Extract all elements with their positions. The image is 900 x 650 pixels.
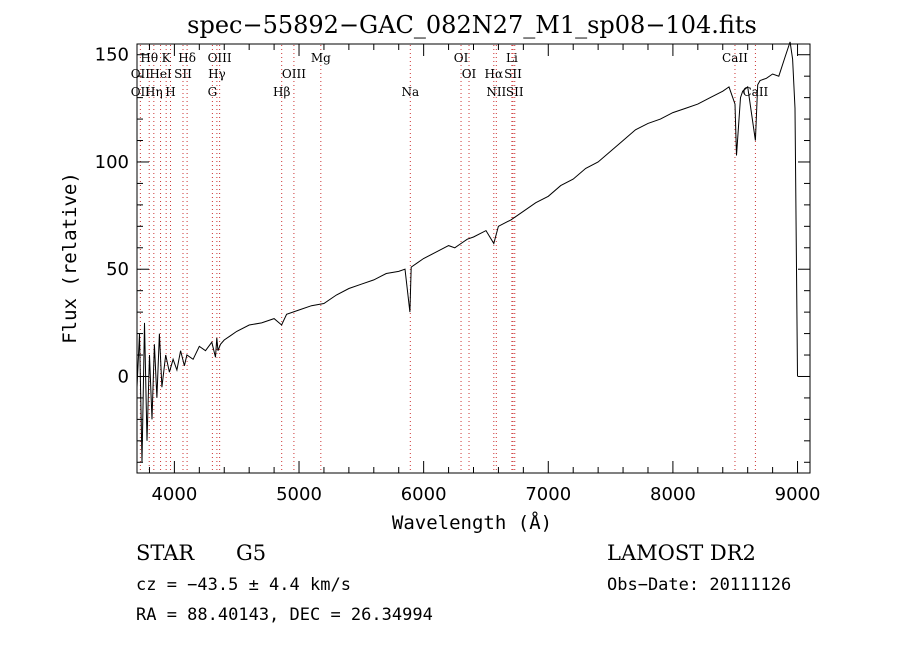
spectral-line-label: CaII xyxy=(722,51,748,65)
survey-name: LAMOST DR2 xyxy=(607,541,756,565)
object-subclass: G5 xyxy=(236,541,266,565)
spectrum-line xyxy=(136,41,798,463)
y-axis-label: Flux (relative) xyxy=(59,172,81,344)
y-axis-ticks: 0 50 100 150 xyxy=(95,45,810,463)
y-tick-label: 150 xyxy=(95,45,129,66)
spectral-line-label: Li xyxy=(506,51,518,65)
spectral-line-label: OII xyxy=(131,85,151,99)
spectral-line-label: Hθ xyxy=(140,51,158,65)
spectral-line-label: K xyxy=(162,51,172,65)
plot-frame xyxy=(136,43,811,474)
spectral-line-label: OI xyxy=(462,67,477,81)
spectral-line-label: HeI xyxy=(149,67,172,81)
spectral-line-label: G xyxy=(208,85,218,99)
spectral-line-label: OIII xyxy=(208,51,232,65)
spectral-line-label: OII xyxy=(131,67,151,81)
spectral-line-label: Hγ xyxy=(208,67,226,81)
chart-title: spec−55892−GAC_082N27_M1_sp08−104.fits xyxy=(187,11,757,39)
coordinates: RA = 88.40143, DEC = 26.34994 xyxy=(136,605,433,625)
x-tick-label: 5000 xyxy=(276,484,322,505)
spectral-line-label: Na xyxy=(401,85,419,99)
x-tick-label: 6000 xyxy=(401,484,447,505)
spectral-line-label: CaII xyxy=(742,85,768,99)
y-tick-label: 50 xyxy=(106,259,129,280)
spectral-line-label: SII xyxy=(506,85,524,99)
spectral-line-label: OIII xyxy=(282,67,306,81)
x-tick-label: 9000 xyxy=(775,484,821,505)
x-axis-ticks: 4000 5000 6000 7000 8000 9000 xyxy=(148,44,821,505)
redshift-text: cz = −43.5 ± 4.4 km/s xyxy=(136,575,351,595)
spectral-line-markers xyxy=(139,45,756,472)
y-tick-label: 100 xyxy=(95,152,129,173)
spectral-line-label: H xyxy=(165,85,175,99)
spectral-line-label: NII xyxy=(486,85,506,99)
spectral-line-label: Mg xyxy=(311,51,331,65)
obs-date: Obs−Date: 20111126 xyxy=(607,575,791,595)
x-tick-label: 4000 xyxy=(151,484,197,505)
x-axis-label: Wavelength (Å) xyxy=(392,511,552,534)
object-class: STAR xyxy=(136,541,195,565)
x-tick-label: 8000 xyxy=(650,484,696,505)
spectral-line-label: SII xyxy=(504,67,522,81)
x-tick-label: 7000 xyxy=(525,484,571,505)
y-tick-label: 0 xyxy=(118,366,129,387)
spectral-line-label: Hδ xyxy=(178,51,196,65)
spectral-line-label: Hη xyxy=(145,85,163,99)
spectral-line-label: SII xyxy=(174,67,192,81)
spectral-line-label: OI xyxy=(454,51,469,65)
spectral-line-label: Hβ xyxy=(273,85,290,99)
spectral-line-label: Hα xyxy=(485,67,504,81)
